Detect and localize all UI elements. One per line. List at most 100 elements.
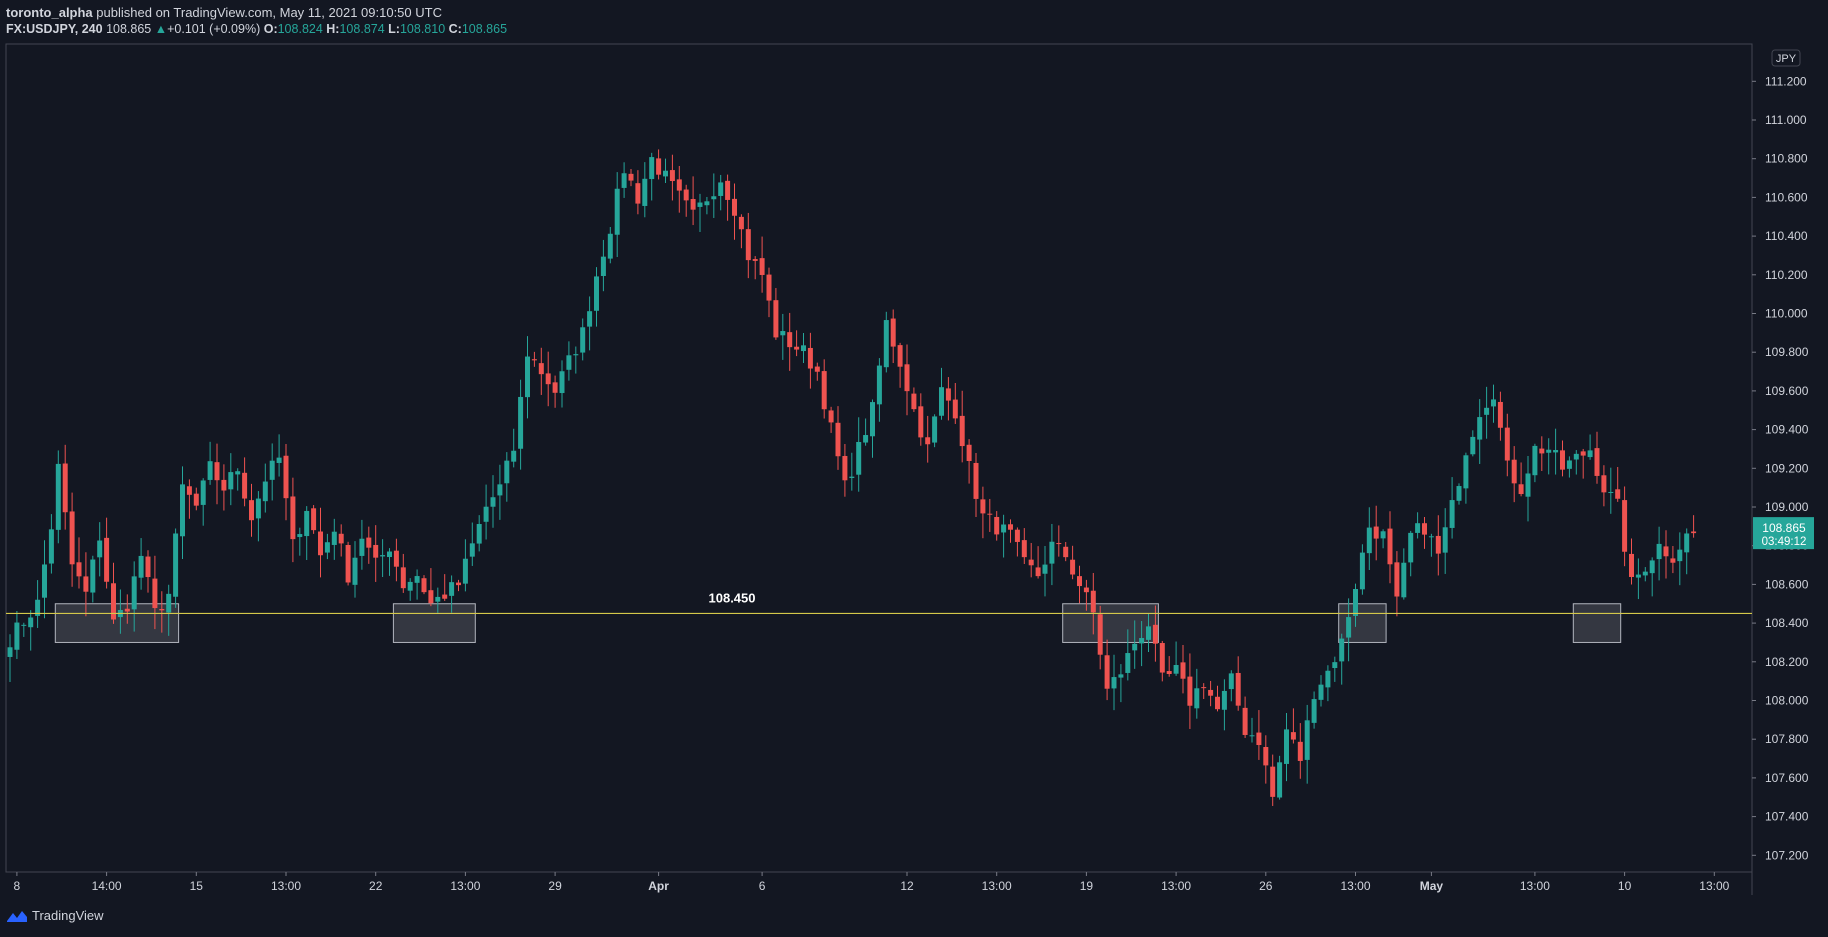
y-tick-label: 109.800 (1765, 345, 1809, 359)
candle (794, 330, 800, 357)
y-tick-label: 110.600 (1765, 190, 1808, 204)
candle-body (1111, 677, 1117, 689)
candle (718, 174, 724, 211)
candle (1560, 440, 1565, 477)
time-axis[interactable]: 8 14:00 15 13:00 22 13:00 29 Apr 6 12 13:00 19 13:00… (14, 872, 1730, 893)
candle (1670, 546, 1676, 574)
candle-body (732, 198, 737, 216)
support-box-3[interactable] (1062, 603, 1159, 643)
footer-brand[interactable]: TradingView (6, 908, 104, 923)
candle-body (959, 415, 965, 447)
candle-body (318, 531, 323, 556)
last-price-value: 108.865 (1762, 521, 1806, 535)
support-box-5[interactable] (1572, 603, 1622, 643)
candle (932, 414, 938, 448)
candle-body (1318, 684, 1324, 700)
candle (1249, 717, 1255, 743)
candle-body (407, 581, 413, 591)
candle (504, 452, 510, 502)
candle-body (559, 371, 565, 394)
candle-body (1511, 459, 1517, 484)
author-name[interactable]: toronto_alpha (6, 5, 93, 20)
candle-body (538, 363, 544, 375)
candle-body (1442, 527, 1448, 553)
candle (1649, 557, 1655, 597)
candle (1284, 713, 1289, 782)
support-box-4[interactable] (1338, 603, 1387, 643)
chart-header: toronto_alpha published on TradingView.c… (6, 4, 507, 38)
candle (656, 149, 662, 180)
support-box-2[interactable] (392, 603, 476, 643)
candle (42, 540, 47, 619)
candle-body (1470, 436, 1476, 455)
candle (1497, 391, 1503, 441)
candle (1152, 605, 1158, 662)
candle-body (1284, 729, 1289, 764)
candle (1532, 443, 1538, 483)
price-axis[interactable]: JPY 107.200 107.400 107.600 107.800 108.000 10… (1752, 49, 1809, 862)
candle-body (1525, 473, 1531, 497)
candle-body (704, 201, 710, 206)
support-boxes (54, 603, 1622, 643)
candle (1608, 467, 1614, 514)
candle-body (1235, 672, 1241, 706)
candle-body (387, 551, 392, 558)
candle (1297, 723, 1303, 779)
candle-body (1146, 626, 1151, 640)
candle-body (1415, 523, 1421, 533)
y-tick-label: 108.600 (1765, 577, 1809, 591)
candle-body (1463, 455, 1469, 489)
candle-body (1394, 562, 1400, 597)
candle-body (290, 496, 296, 540)
candle (669, 154, 675, 201)
candle (925, 415, 931, 463)
candle (1194, 668, 1200, 719)
candle-body (186, 486, 192, 495)
candle-body (1387, 528, 1393, 565)
x-tick-label: 13:00 (1340, 879, 1370, 893)
candle (1035, 546, 1041, 579)
y-tick-label: 107.200 (1765, 848, 1809, 862)
candle (1208, 680, 1214, 707)
candle-body (580, 327, 586, 353)
candle (849, 452, 855, 491)
candle-body (235, 471, 241, 475)
candle-body (1587, 450, 1593, 458)
symbol-label[interactable]: FX:USDJPY, 240 (6, 22, 103, 36)
candle-body (945, 388, 951, 401)
candle (97, 522, 103, 577)
candle (1111, 654, 1117, 711)
candle (1325, 665, 1331, 702)
candle-body (545, 373, 551, 385)
candle-body (1359, 552, 1365, 590)
candle (1132, 620, 1138, 669)
candle (566, 341, 572, 381)
candle (1221, 679, 1227, 731)
candle-body (1166, 671, 1172, 675)
candle-body (304, 510, 310, 537)
candle (966, 439, 972, 484)
candle (469, 522, 475, 566)
candle (738, 214, 744, 249)
candle-body (1063, 546, 1069, 558)
candle (1594, 431, 1600, 484)
candle (1373, 505, 1379, 561)
candle (1622, 486, 1628, 567)
candle (801, 333, 806, 364)
candle (697, 193, 703, 232)
candle (856, 417, 862, 492)
level-line-group[interactable]: 108.450 (6, 590, 1752, 615)
candle-body (1560, 450, 1565, 470)
y-tick-label: 109.000 (1765, 500, 1809, 514)
tradingview-logo-icon (7, 910, 27, 922)
candle-body (1553, 450, 1559, 453)
candle-body (228, 472, 234, 490)
x-tick-label: 26 (1259, 879, 1273, 893)
candle-body (469, 543, 475, 557)
candle (897, 342, 903, 388)
candle-body (807, 347, 813, 369)
candle-body (221, 479, 227, 491)
support-box-1[interactable] (54, 603, 180, 643)
candle-body (76, 562, 82, 577)
